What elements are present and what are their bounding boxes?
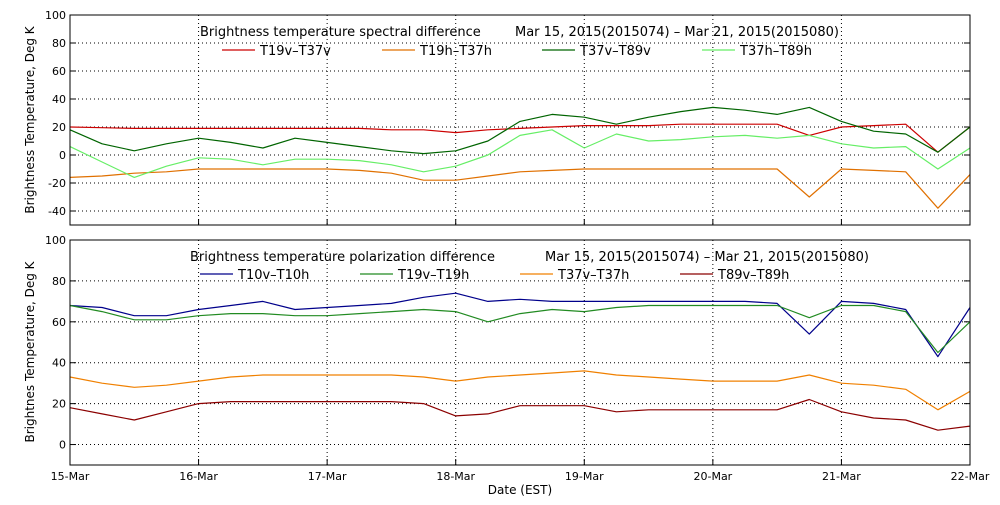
y-tick-label: 100 — [45, 9, 66, 22]
legend-label-t10v-t10h: T10v–T10h — [237, 268, 309, 283]
x-axis-ticks: 15-Mar 16-Mar 17-Mar 18-Mar 19-Mar 20-Mar 21-M… — [51, 459, 990, 483]
y-tick-label: 100 — [45, 234, 66, 247]
series-line-t19h-t37h — [69, 168, 971, 209]
date-range-label: Mar 15, 2015(2015074) – Mar 21, 2015(201… — [545, 250, 869, 265]
series-line-t19v-t19h — [69, 304, 971, 354]
y-tick-label: 0 — [59, 149, 66, 162]
y-tick-label: 80 — [52, 275, 66, 288]
chart-title: Brightness temperature spectral differen… — [200, 25, 481, 40]
spectral-difference-panel: -40 -20 0 20 40 60 80 100 Brightness temperatur… — [23, 9, 971, 226]
x-tick-label: 19-Mar — [565, 470, 604, 483]
series-line-t10v-t10h — [69, 292, 971, 358]
x-tick-label: 21-Mar — [822, 470, 861, 483]
y-axis-label: Brightness Temperature, Deg K — [23, 25, 37, 213]
series-line-t19v-t37v — [69, 123, 971, 153]
x-axis-label: Date (EST) — [488, 483, 552, 497]
grid — [70, 240, 970, 465]
legend: T19v–T37v T19h–T37h T37v–T89v T37h–T89h — [222, 44, 812, 59]
series-line-t89v-t89h — [69, 398, 971, 431]
y-tick-label: -20 — [48, 177, 66, 190]
series-lines — [69, 292, 971, 431]
legend-label-t19v-t37v: T19v–T37v — [259, 44, 331, 59]
legend-label-t89v-t89h: T89v–T89h — [717, 268, 789, 283]
plot-frame — [69, 14, 971, 226]
grid — [70, 15, 970, 225]
chart-title: Brightness temperature polarization diff… — [190, 250, 495, 265]
x-tick-label: 16-Mar — [179, 470, 218, 483]
series-lines — [69, 106, 971, 209]
x-tick-label: 15-Mar — [51, 470, 90, 483]
y-axis-label: Brightnes Temperature, Deg K — [23, 260, 37, 442]
y-tick-label: 40 — [52, 93, 66, 106]
y-tick-label: -40 — [48, 205, 66, 218]
legend-label-t37v-t89v: T37v–T89v — [579, 44, 651, 59]
legend: T10v–T10h T19v–T19h T37v–T37h T89v–T89h — [200, 268, 789, 283]
legend-label-t37v-t37h: T37v–T37h — [557, 268, 629, 283]
y-tick-label: 0 — [59, 439, 66, 452]
y-tick-label: 20 — [52, 121, 66, 134]
y-tick-label: 40 — [52, 357, 66, 370]
plot-frame — [69, 239, 971, 466]
x-tick-label: 18-Mar — [436, 470, 475, 483]
y-tick-label: 20 — [52, 398, 66, 411]
x-tick-label: 20-Mar — [693, 470, 732, 483]
x-tick-label: 22-Mar — [951, 470, 990, 483]
y-tick-label: 80 — [52, 37, 66, 50]
x-tick-label: 17-Mar — [308, 470, 347, 483]
y-axis-ticks: 0 20 40 60 80 100 — [45, 234, 970, 452]
series-line-t37v-t89v — [69, 106, 971, 155]
series-line-t37h-t89h — [69, 129, 971, 178]
series-line-t37v-t37h — [69, 370, 971, 411]
y-tick-label: 60 — [52, 316, 66, 329]
y-tick-label: 60 — [52, 65, 66, 78]
legend-label-t37h-t89h: T37h–T89h — [739, 44, 812, 59]
legend-label-t19h-t37h: T19h–T37h — [419, 44, 492, 59]
y-axis-ticks: -40 -20 0 20 40 60 80 100 — [45, 9, 970, 218]
date-range-label: Mar 15, 2015(2015074) – Mar 21, 2015(201… — [515, 25, 839, 40]
legend-label-t19v-t19h: T19v–T19h — [397, 268, 469, 283]
polarization-difference-panel: 0 20 40 60 80 100 15-Mar 16-Mar 17-Mar 18-Mar 19-… — [23, 234, 990, 497]
